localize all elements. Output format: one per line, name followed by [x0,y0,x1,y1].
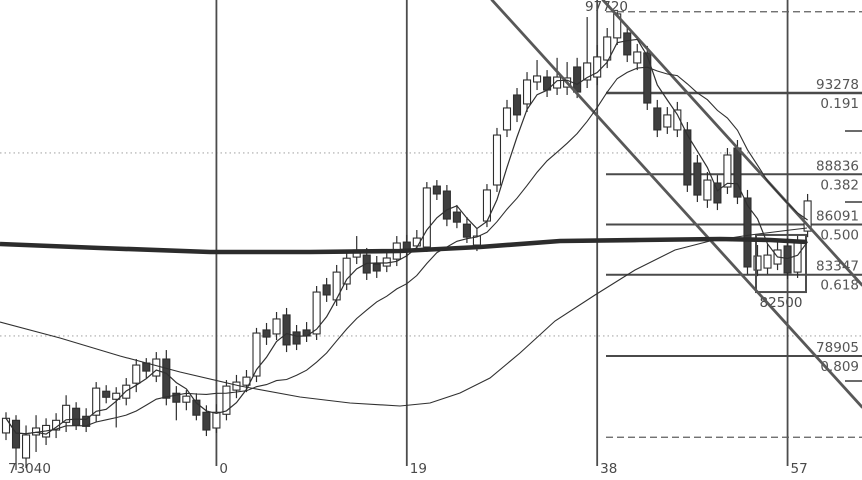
candle-up [753,255,762,271]
candle-down [643,52,652,104]
candle-up [222,385,231,415]
candle-down [362,254,371,274]
candle-down [162,358,171,399]
fib-price-label: 93278 [816,77,859,93]
candle-down [82,415,91,427]
candle-up [633,51,642,64]
candle-down [683,129,692,186]
ma-line-medium [5,66,808,435]
x-axis-label: 0 [219,461,228,477]
x-axis-label: 38 [600,461,617,477]
candle-up [502,107,512,131]
candle-down [11,419,21,449]
x-axis-label: 19 [410,461,427,477]
candle-up [182,395,191,403]
candle-up [703,179,712,201]
candle-down [783,245,792,274]
channel-lower-trendline [601,0,862,287]
candle-up [132,364,141,384]
x-axis-left-label: 73040 [8,461,51,477]
fib-ratio-label: 0.191 [820,96,859,112]
candle-down [142,362,151,372]
fib-high-label: 97720 [585,0,628,15]
candle-up [422,187,431,248]
candle-up [212,411,221,429]
candle-up [553,76,562,89]
candle-up [522,79,532,105]
candle-up [533,75,542,83]
candle-down [72,407,81,426]
candle-up [603,36,612,61]
ma-line-thick [0,236,808,255]
fib-ratio-label: 0.618 [820,278,859,294]
candle-down [202,411,211,431]
fib-price-label: 88836 [816,158,859,174]
price-rectangle-annotation [755,233,807,294]
candle-down [292,331,301,345]
candle-down [653,107,662,131]
candle-up [332,271,341,301]
candle-up [21,434,31,459]
candle-down [573,66,582,93]
candle-up [593,56,602,78]
candle-up [92,387,101,416]
x-axis-label: 57 [791,461,808,477]
candle-up [252,332,261,377]
fib-price-label: 86091 [816,209,859,225]
fib-price-label: 83347 [816,259,859,275]
candle-up [492,134,502,186]
candle-up [272,318,281,335]
candle-up [583,62,592,81]
candle-down [442,190,451,220]
candle-down [743,197,752,268]
candle-down [262,329,271,338]
fib-price-label: 78905 [816,340,859,356]
candle-up [112,392,121,400]
candle-up [342,257,351,285]
ma-line-long [0,227,808,407]
candle-down [512,94,522,116]
candle-up [723,154,732,188]
candle-up [763,254,772,269]
candle-down [693,162,702,196]
candle-down [462,223,471,238]
candle-up [673,109,682,131]
candle-down [372,263,381,272]
candle-down [713,182,722,204]
candle-up [803,200,812,232]
ma-line-fast [5,38,809,435]
fib-ratio-label: 0.500 [820,228,859,244]
candle-up [663,114,672,128]
candle-up [1,417,11,434]
candle-down [623,32,632,56]
candle-up [152,358,161,377]
candle-up [312,291,321,335]
fib-ratio-label: 0.382 [820,177,859,193]
candle-up [242,376,251,386]
candle-down [102,390,111,398]
candle-down [452,211,461,223]
candle-down [322,284,331,296]
channel-upper-trendline [490,0,862,409]
candle-up [793,242,802,273]
candle-down [432,185,441,195]
candle-down [172,392,181,403]
candle-down [192,399,201,416]
candle-down [282,314,291,346]
candle-up [62,404,71,423]
